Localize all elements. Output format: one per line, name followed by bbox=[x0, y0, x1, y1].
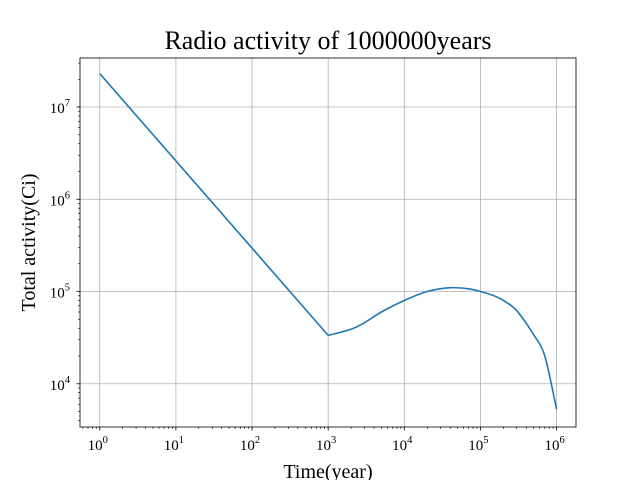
y-tick-label: 105 bbox=[50, 283, 70, 302]
tick-exponent: 2 bbox=[255, 435, 260, 446]
tick-exponent: 3 bbox=[331, 435, 336, 446]
tick-base: 10 bbox=[50, 378, 65, 394]
tick-base: 10 bbox=[240, 438, 255, 454]
tick-base: 10 bbox=[164, 438, 179, 454]
x-tick-label: 106 bbox=[544, 435, 564, 454]
y-tick-label: 106 bbox=[50, 190, 70, 209]
chart-title: Radio activity of 1000000years bbox=[164, 26, 491, 55]
tick-base: 10 bbox=[468, 438, 483, 454]
tick-exponent: 4 bbox=[65, 375, 71, 386]
tick-base: 10 bbox=[88, 438, 103, 454]
x-axis-label: Time(year) bbox=[283, 461, 372, 480]
tick-exponent: 4 bbox=[407, 435, 413, 446]
tick-base: 10 bbox=[50, 101, 65, 117]
tick-exponent: 6 bbox=[65, 190, 70, 201]
series-line bbox=[99, 73, 558, 410]
tick-base: 10 bbox=[392, 438, 407, 454]
x-tick-label: 101 bbox=[164, 435, 184, 454]
x-tick-label: 100 bbox=[88, 435, 108, 454]
x-axis: 100 101 102 103 104 105 106 bbox=[82, 427, 565, 454]
x-tick-label: 105 bbox=[468, 435, 488, 454]
x-tick-label: 103 bbox=[316, 435, 336, 454]
tick-exponent: 1 bbox=[179, 435, 184, 446]
y-tick-label: 104 bbox=[50, 375, 71, 394]
tick-exponent: 6 bbox=[559, 435, 564, 446]
tick-exponent: 5 bbox=[65, 283, 70, 294]
y-axis-label: Total activity(Ci) bbox=[18, 173, 40, 311]
tick-base: 10 bbox=[50, 193, 65, 209]
tick-base: 10 bbox=[316, 438, 331, 454]
x-tick-label: 102 bbox=[240, 435, 260, 454]
y-tick-label: 107 bbox=[50, 98, 70, 117]
tick-exponent: 7 bbox=[65, 98, 70, 109]
tick-base: 10 bbox=[50, 286, 65, 302]
series-layer bbox=[99, 73, 558, 410]
x-tick-label: 104 bbox=[392, 435, 413, 454]
tick-exponent: 5 bbox=[483, 435, 488, 446]
tick-base: 10 bbox=[544, 438, 559, 454]
tick-exponent: 0 bbox=[103, 435, 108, 446]
grid bbox=[80, 58, 576, 427]
